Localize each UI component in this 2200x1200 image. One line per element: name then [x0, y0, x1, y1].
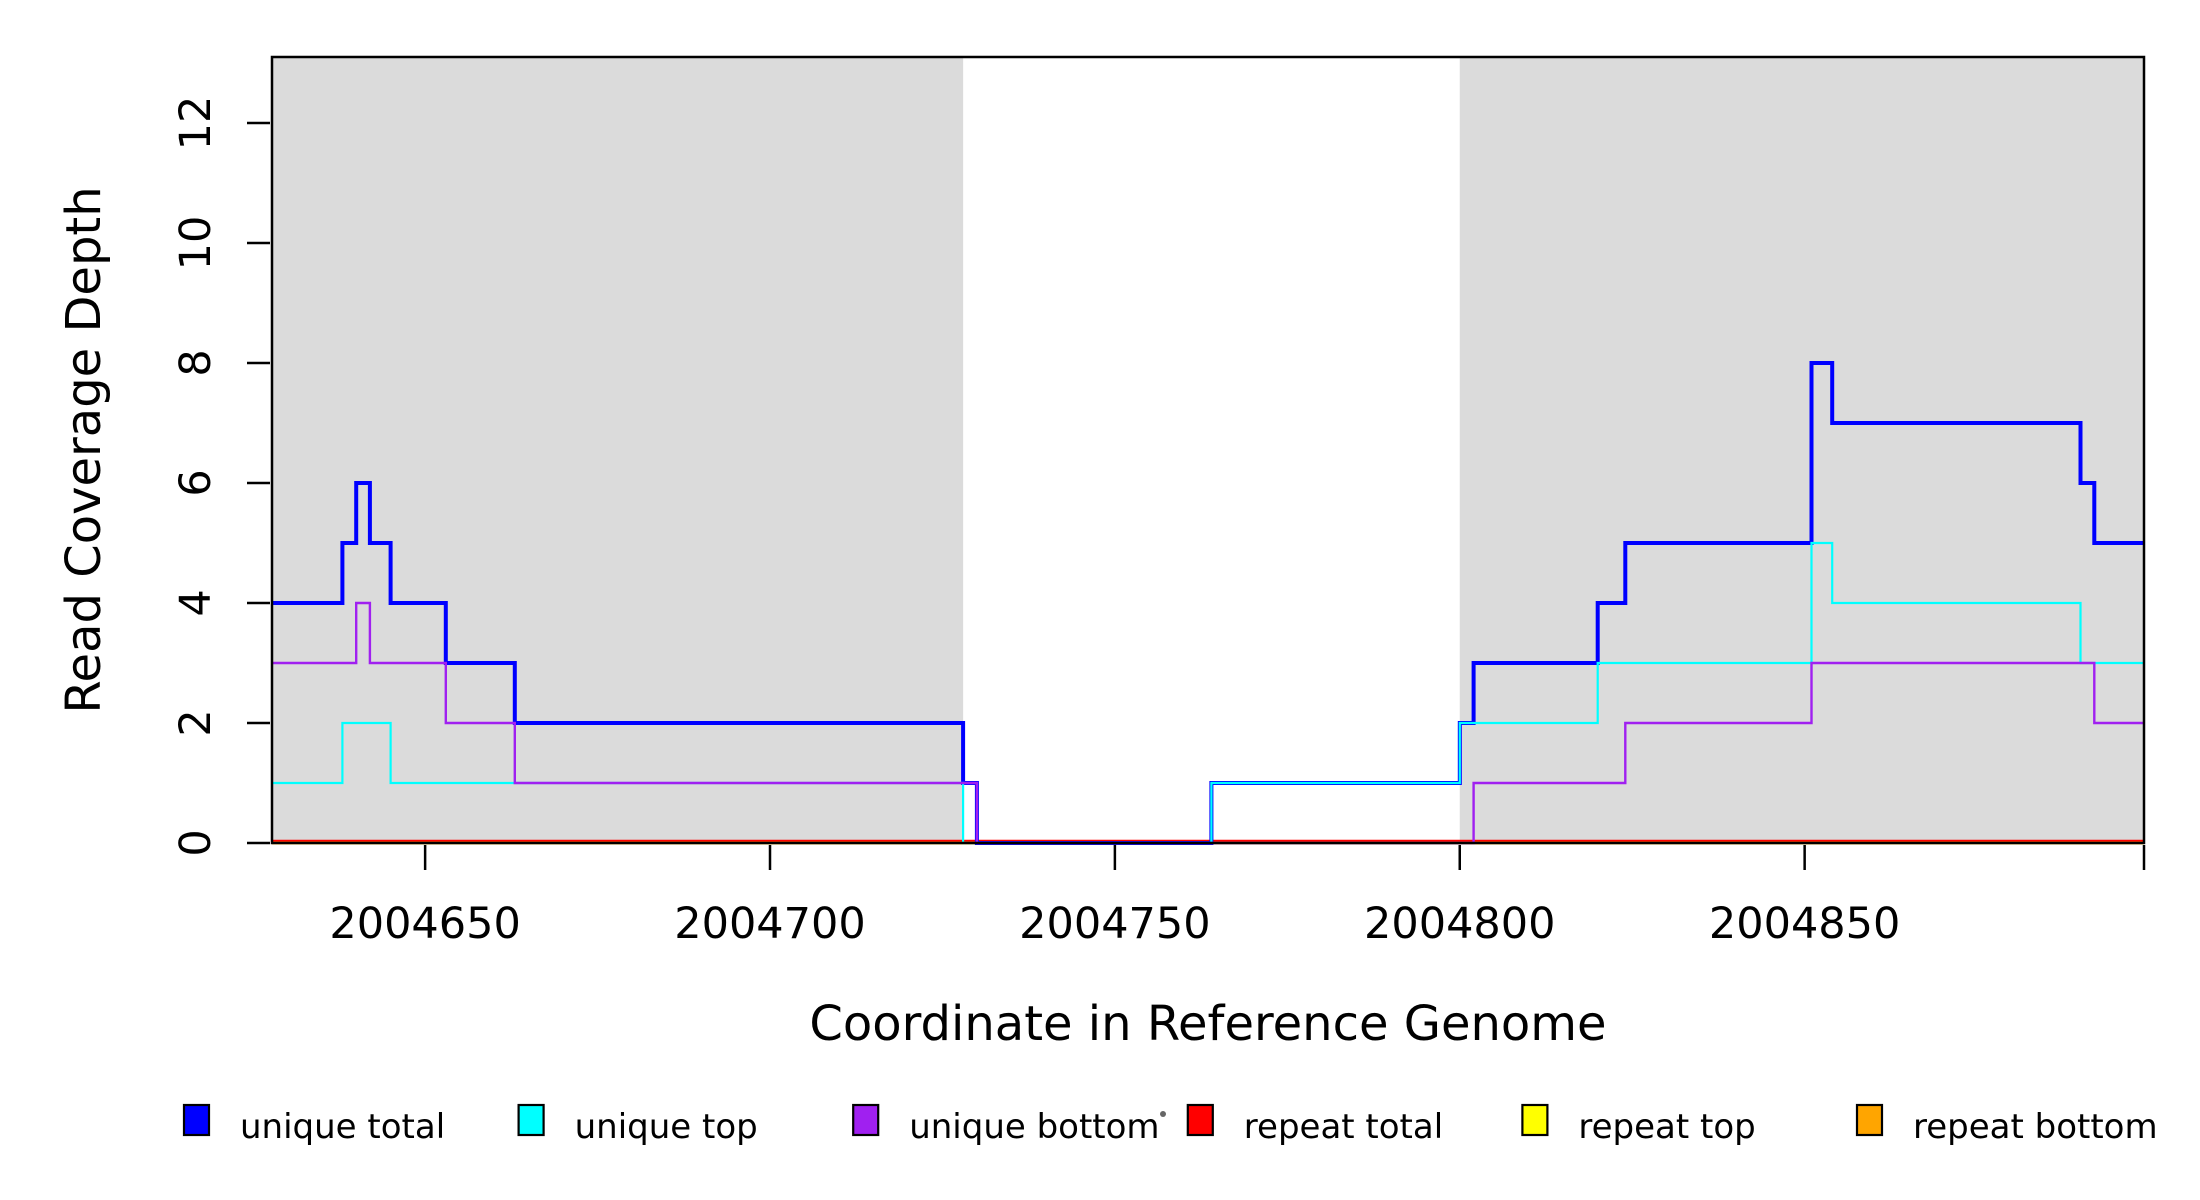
legend-label-unique-total: unique total	[240, 1107, 445, 1147]
legend-label-repeat-total: repeat total	[1244, 1107, 1443, 1147]
legend-swatch-repeat-bottom	[1855, 1103, 1884, 1137]
shaded-regions	[272, 57, 2144, 843]
x-tick-label: 2004700	[674, 899, 866, 949]
legend-swatch-unique-total	[182, 1103, 211, 1137]
y-axis-title: Read Coverage Depth	[56, 186, 112, 713]
y-tick-label: 0	[171, 829, 221, 856]
legend-swatch-unique-bottom	[852, 1103, 880, 1137]
x-tick-label: 2004850	[1709, 899, 1901, 949]
x-tick-label: 2004750	[1019, 899, 1211, 949]
legend: unique total unique top unique bottom repea…	[182, 1103, 2158, 1147]
legend-swatch-repeat-top	[1521, 1103, 1549, 1137]
y-tick-label: 8	[171, 349, 221, 376]
stray-dot	[1160, 1111, 1166, 1117]
y-tick-label: 12	[171, 96, 221, 151]
y-tick-label: 6	[171, 469, 221, 496]
x-axis: 2004650 2004700 2004750 2004800 2004850	[329, 845, 2146, 949]
legend-label-repeat-top: repeat top	[1578, 1107, 1755, 1147]
shaded-band	[272, 57, 964, 843]
legend-label-unique-bottom: unique bottom	[909, 1107, 1159, 1147]
x-axis-title: Coordinate in Reference Genome	[809, 996, 1606, 1052]
y-tick-label: 2	[171, 709, 221, 736]
series-line-unique-top	[272, 541, 2144, 845]
plot-border	[270, 55, 2146, 845]
x-tick-label: 2004800	[1364, 899, 1556, 949]
legend-label-repeat-bottom: repeat bottom	[1913, 1107, 2158, 1147]
y-tick-label: 10	[171, 216, 221, 271]
legend-swatch-repeat-total	[1186, 1103, 1214, 1137]
x-tick-label: 2004650	[329, 899, 521, 949]
legend-label-unique-top: unique top	[575, 1107, 758, 1147]
y-tick-label: 4	[171, 589, 221, 616]
shaded-band	[1459, 57, 2144, 843]
y-axis: 0 2 4 6 8 10 12	[171, 96, 270, 857]
legend-swatch-unique-top	[517, 1103, 545, 1137]
series-line-unique-bottom	[272, 601, 2144, 845]
